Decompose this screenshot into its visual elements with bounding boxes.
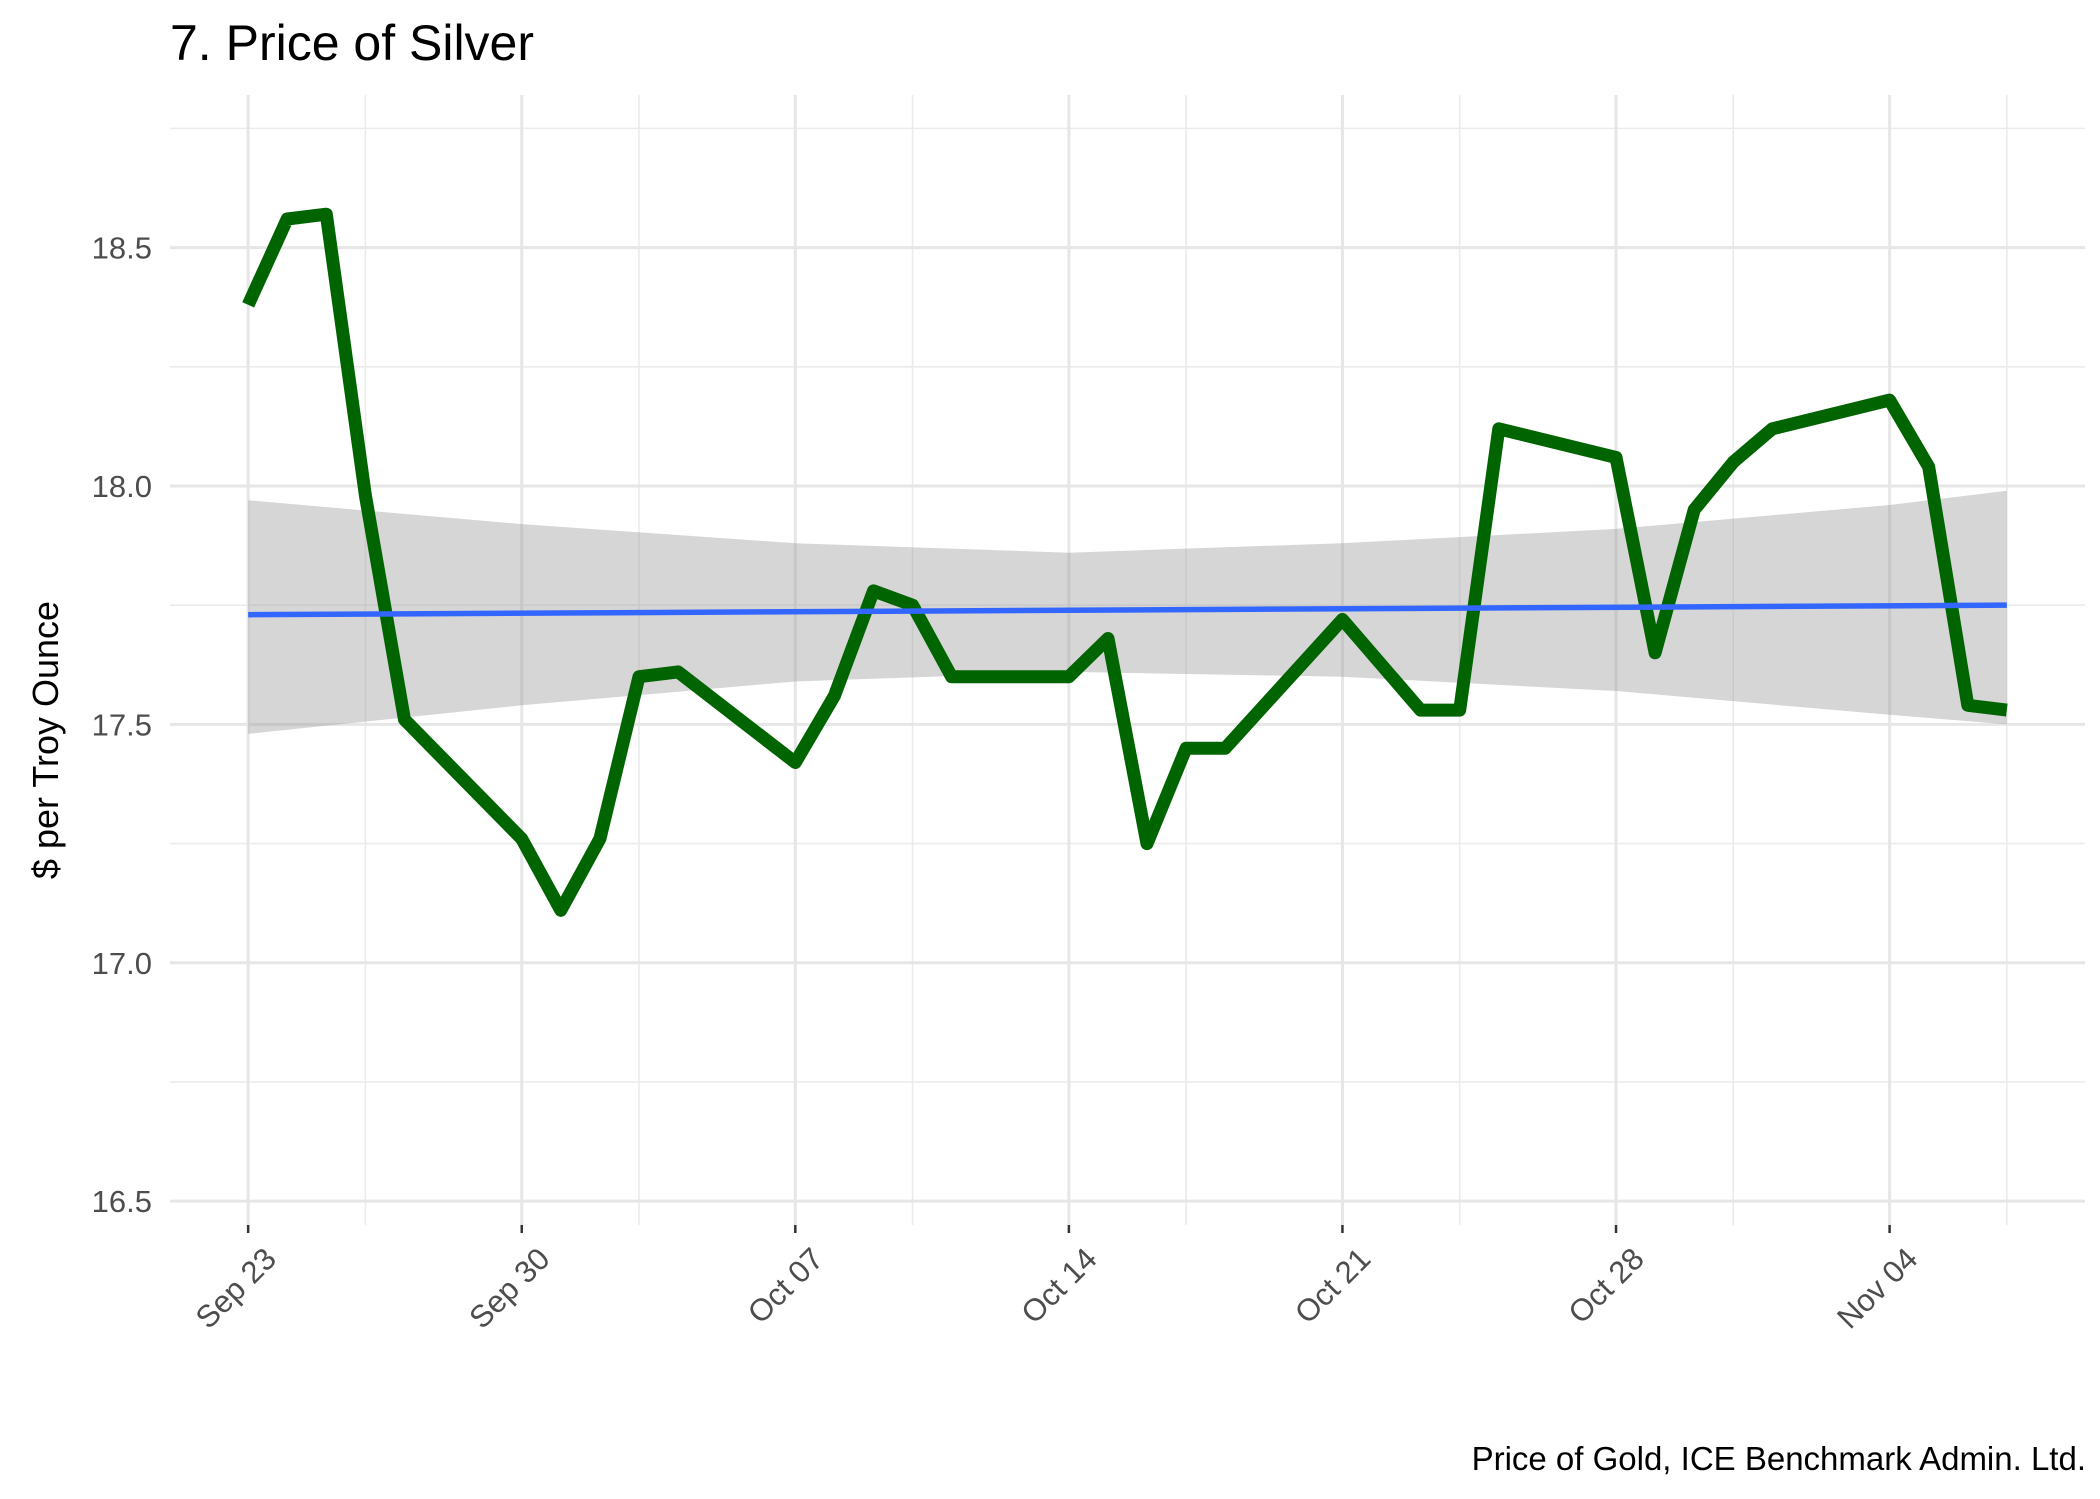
x-tick-label: Sep 23 — [189, 1241, 283, 1335]
trend-layer — [248, 602, 2007, 618]
minor-gridlines — [170, 95, 2085, 1225]
major-gridlines — [170, 95, 2085, 1225]
x-tick-label: Oct 07 — [741, 1241, 830, 1330]
y-tick-label: 16.5 — [92, 1184, 152, 1219]
y-tick-label: 18.0 — [92, 469, 152, 504]
x-tick-label: Oct 21 — [1288, 1241, 1377, 1330]
x-tick-label: Oct 28 — [1561, 1241, 1650, 1330]
y-axis-ticks: 16.5 17.0 17.5 18.0 18.5 — [92, 231, 152, 1220]
y-tick-label: 17.0 — [92, 946, 152, 981]
series-layer — [242, 207, 2008, 917]
x-tick-label: Sep 30 — [462, 1241, 556, 1335]
chart-caption: Price of Gold, ICE Benchmark Admin. Ltd. — [1471, 1440, 2086, 1477]
trend-line — [248, 602, 2007, 618]
x-tick-label: Nov 04 — [1830, 1241, 1924, 1335]
x-axis-ticks: Sep 23 Sep 30 Oct 07 Oct 14 Oct 21 Oct 28 Nov … — [189, 1225, 1924, 1335]
x-tick-label: Oct 14 — [1014, 1241, 1103, 1330]
chart-title: 7. Price of Silver — [170, 15, 535, 71]
y-tick-label: 17.5 — [92, 707, 152, 742]
y-tick-label: 18.5 — [92, 231, 152, 266]
